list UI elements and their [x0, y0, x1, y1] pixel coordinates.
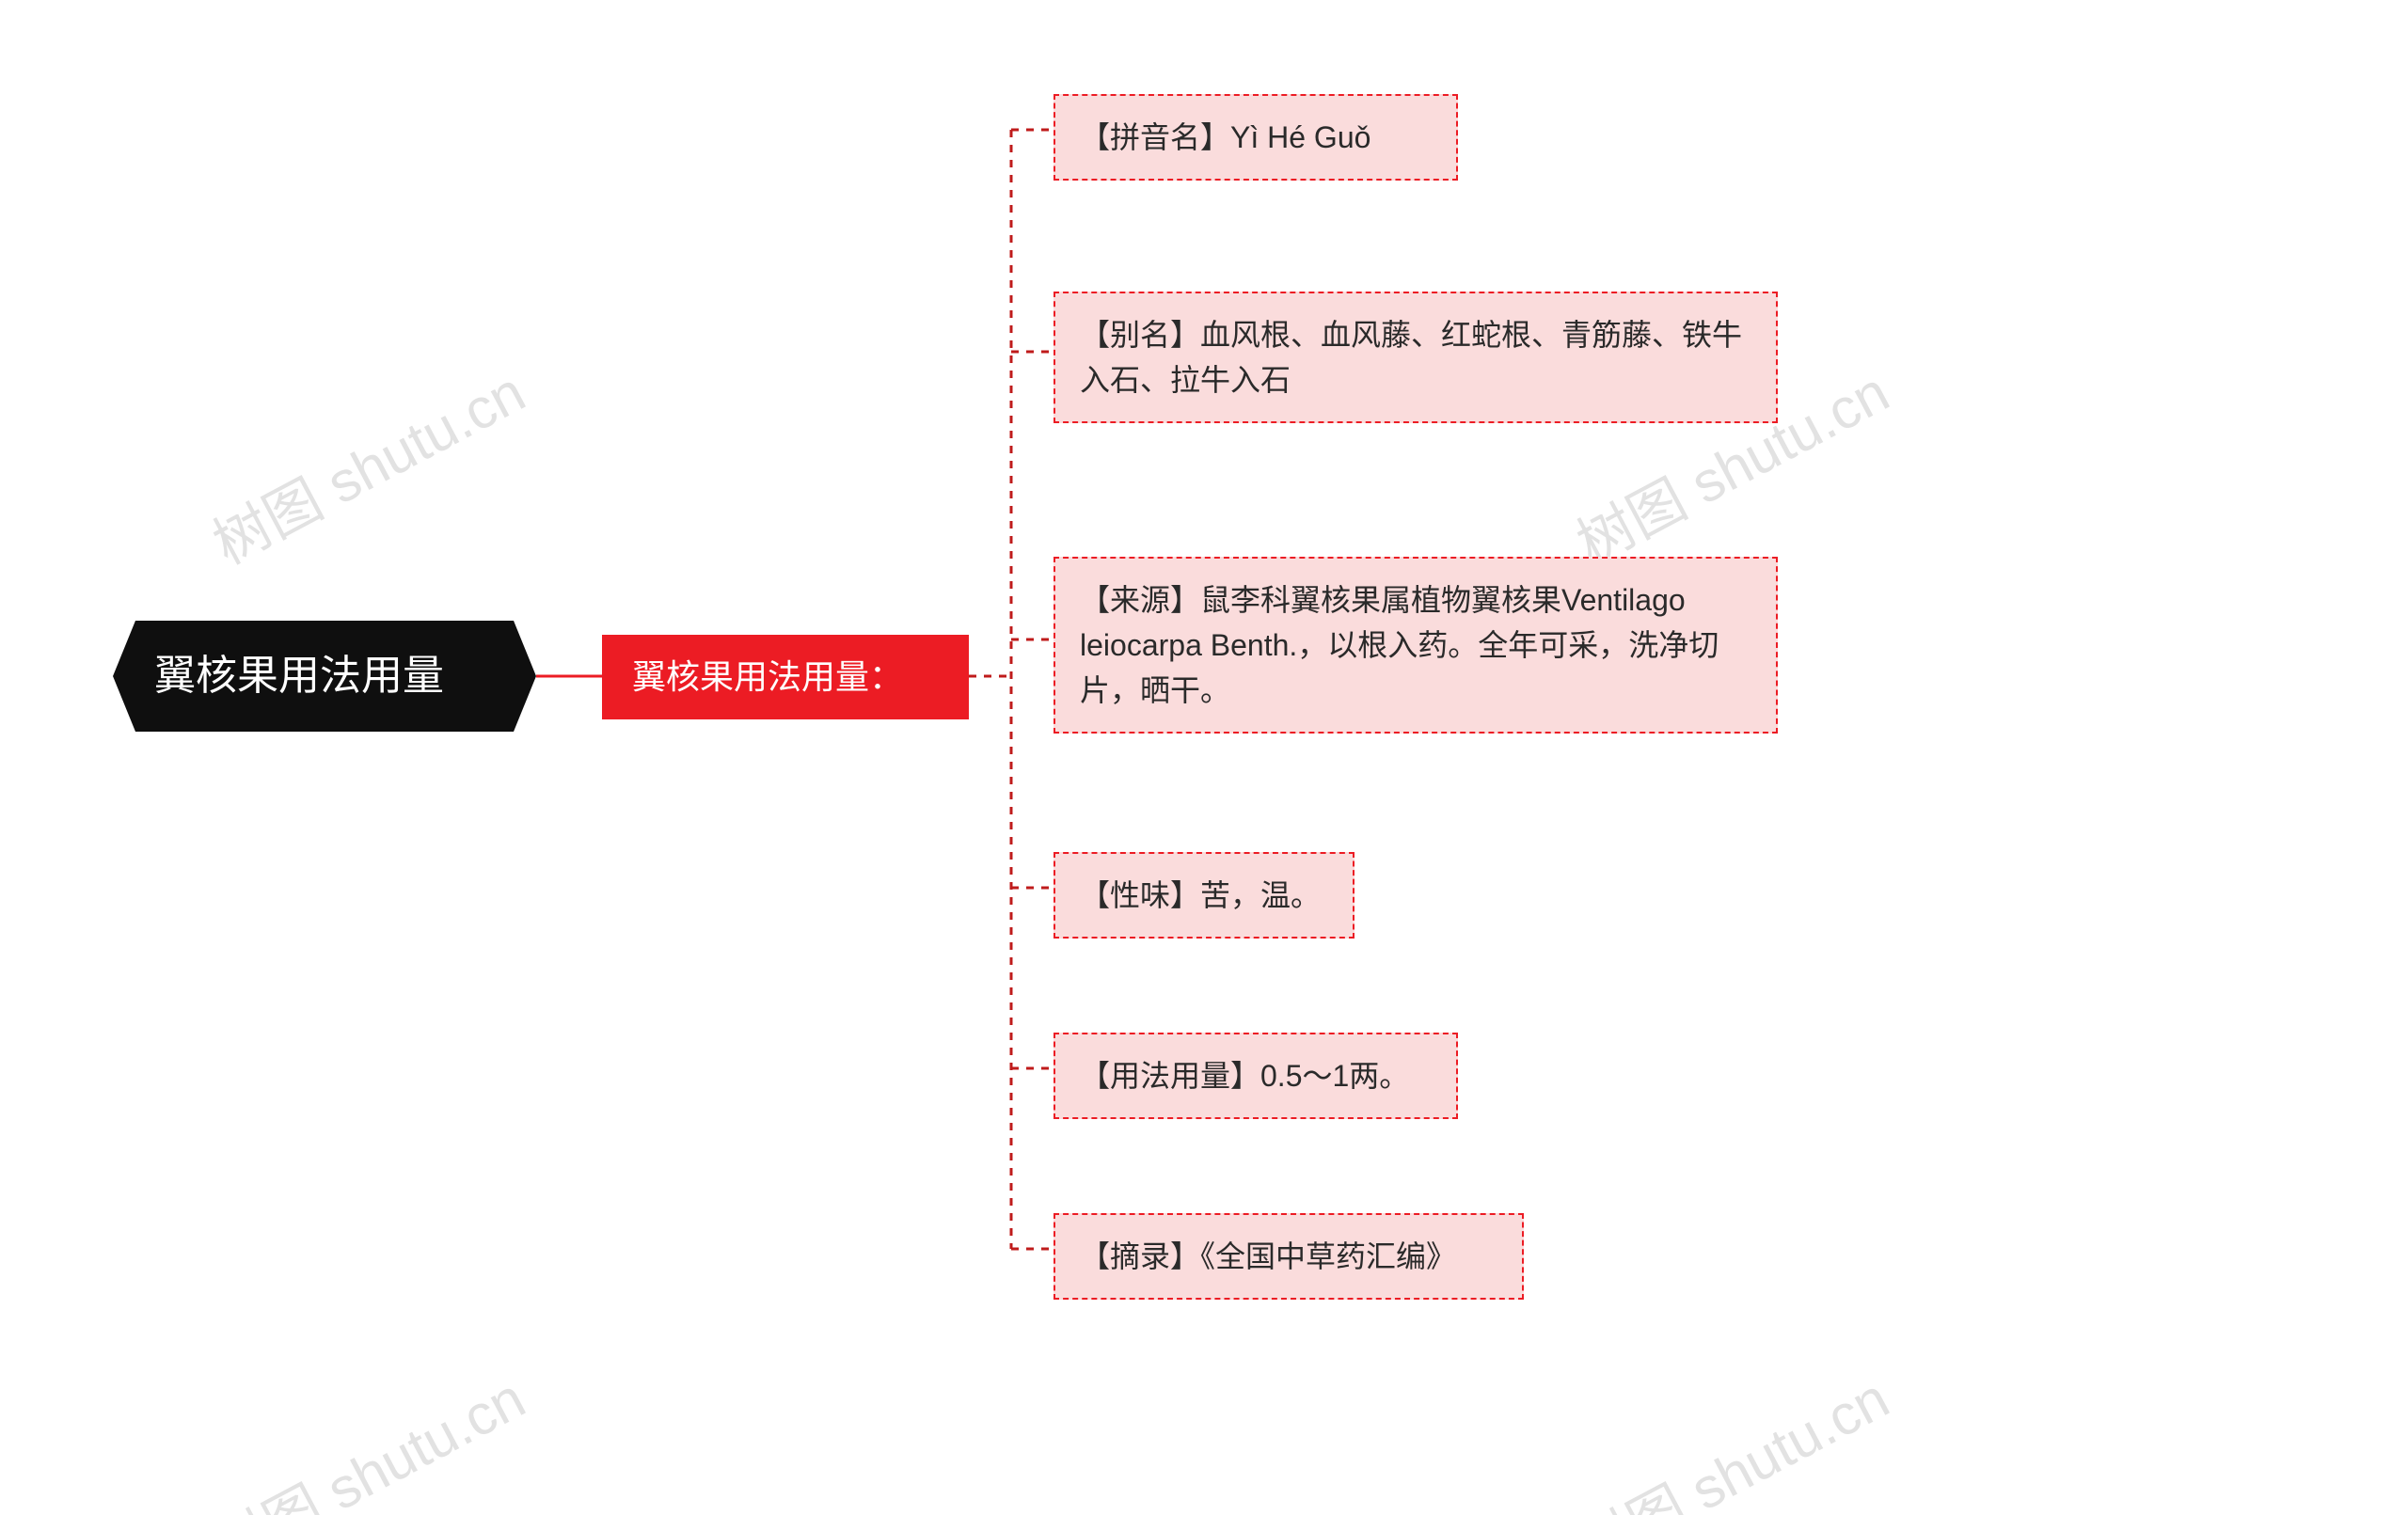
leaf-nature: 【性味】苦，温。	[1054, 852, 1354, 939]
watermark: 树图 shutu.cn	[1560, 1354, 1901, 1515]
leaf-label: 【别名】血风根、血风藤、红蛇根、青筋藤、铁牛入石、拉牛入石	[1080, 312, 1751, 402]
watermark: 树图 shutu.cn	[197, 348, 537, 580]
mid-node: 翼核果用法用量：	[602, 635, 969, 719]
leaf-reference: 【摘录】《全国中草药汇编》	[1054, 1213, 1524, 1300]
leaf-dosage: 【用法用量】0.5～1两。	[1054, 1033, 1458, 1119]
watermark: 树图 shutu.cn	[197, 1354, 537, 1515]
leaf-source: 【来源】鼠李科翼核果属植物翼核果Ventilago leiocarpa Bent…	[1054, 557, 1778, 734]
leaf-label: 【拼音名】Yì Hé Guǒ	[1080, 115, 1370, 160]
leaf-label: 【用法用量】0.5～1两。	[1080, 1053, 1409, 1098]
leaf-pinyin: 【拼音名】Yì Hé Guǒ	[1054, 94, 1458, 181]
leaf-label: 【摘录】《全国中草药汇编》	[1080, 1234, 1456, 1279]
leaf-label: 【来源】鼠李科翼核果属植物翼核果Ventilago leiocarpa Bent…	[1080, 577, 1751, 713]
mindmap-canvas: 树图 shutu.cn 树图 shutu.cn 树图 shutu.cn 树图 s…	[0, 0, 2408, 1515]
root-node: 翼核果用法用量	[113, 621, 536, 732]
root-label: 翼核果用法用量	[154, 645, 444, 707]
mid-label: 翼核果用法用量：	[632, 652, 903, 702]
leaf-label: 【性味】苦，温。	[1080, 873, 1321, 918]
leaf-alias: 【别名】血风根、血风藤、红蛇根、青筋藤、铁牛入石、拉牛入石	[1054, 292, 1778, 423]
